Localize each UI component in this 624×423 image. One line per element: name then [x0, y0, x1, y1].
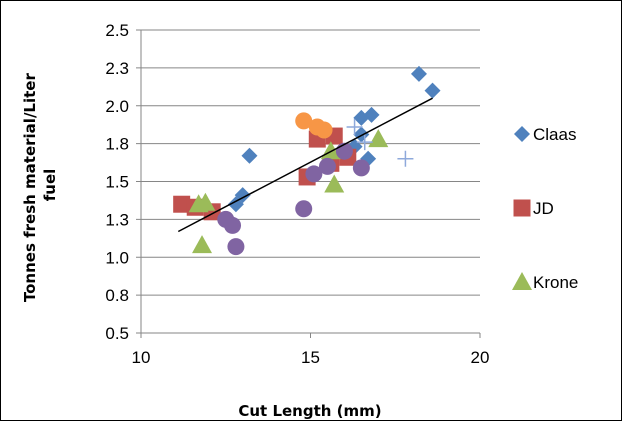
circle-point — [295, 200, 313, 218]
x-axis-title: Cut Length (mm) — [238, 402, 381, 420]
y-tick-label: 2.0 — [105, 97, 129, 116]
legend-label-jd: JD — [533, 199, 554, 218]
trendline — [177, 97, 433, 233]
gridlines — [136, 29, 481, 338]
claas-point — [363, 106, 380, 123]
krone-point — [192, 235, 213, 254]
circle-point — [305, 165, 323, 183]
x-tick-label: 15 — [301, 348, 320, 367]
y-tick-label: 1.3 — [105, 210, 129, 229]
krone-point — [195, 192, 216, 211]
legend-label-krone: Krone — [533, 273, 578, 292]
circle-point — [295, 112, 313, 130]
y-axis-title-line2: fuel — [41, 169, 59, 202]
circle-point — [224, 216, 242, 234]
circle-point — [315, 121, 333, 139]
legend-marker-jd — [513, 199, 531, 217]
plus-point — [397, 150, 414, 167]
claas-point — [424, 82, 441, 99]
y-tick-label: 1.0 — [105, 248, 129, 267]
plus-point — [356, 134, 373, 151]
plus-point — [346, 118, 363, 135]
circle-point — [318, 157, 336, 175]
y-tick-labels: 0.5 0.8 1.0 1.3 1.5 1.8 2.0 2.3 2.5 — [105, 21, 129, 343]
x-tick-label: 10 — [132, 348, 151, 367]
x-tick-labels: 10 15 20 — [132, 348, 490, 367]
y-tick-label: 2.5 — [105, 21, 129, 40]
y-tick-label: 0.8 — [105, 286, 129, 305]
x-tick-label: 20 — [471, 348, 490, 367]
circle-point — [352, 159, 370, 177]
y-tick-label: 2.3 — [105, 59, 129, 78]
legend-label-claas: Claas — [533, 125, 576, 144]
krone-point — [324, 174, 345, 193]
claas-point — [241, 147, 258, 164]
y-tick-label: 0.5 — [105, 324, 129, 343]
krone-point — [368, 129, 389, 148]
circle-point — [335, 142, 353, 160]
y-tick-label: 1.5 — [105, 173, 129, 192]
circle-point — [227, 238, 245, 256]
y-axis-title: Tonnes fresh material/Liter fuel — [21, 68, 59, 302]
claas-point — [410, 65, 427, 82]
y-axis-title-line1: Tonnes fresh material/Liter — [21, 73, 39, 303]
data-points — [173, 65, 441, 256]
legend-marker-krone — [512, 272, 532, 290]
legend: Claas JD Krone — [512, 125, 578, 292]
y-tick-label: 1.8 — [105, 135, 129, 154]
jd-point — [173, 195, 191, 213]
legend-marker-claas — [514, 126, 530, 142]
